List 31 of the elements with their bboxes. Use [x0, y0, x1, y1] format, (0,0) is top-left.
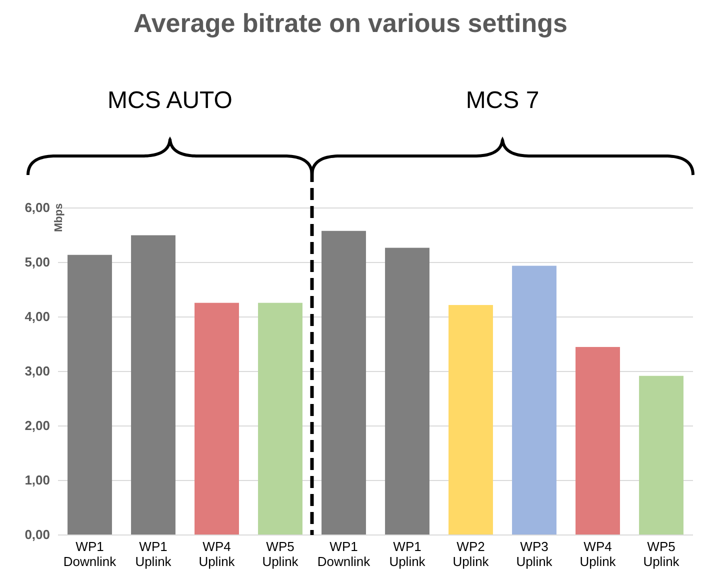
y-tick-label: 1,00 — [24, 472, 50, 488]
bar — [258, 302, 302, 535]
x-tick-label: WP4 Uplink — [580, 539, 616, 569]
bar — [322, 230, 366, 535]
y-tick-label: 3,00 — [24, 364, 50, 379]
bar — [68, 254, 112, 535]
x-tick-label: WP1 Downlink — [317, 539, 371, 569]
text: MCS 7 — [466, 87, 540, 114]
bar — [639, 376, 684, 535]
bar — [576, 346, 620, 535]
bar — [385, 248, 430, 535]
chart-title: Average bitrate on various settings — [134, 8, 568, 38]
bar — [131, 235, 176, 535]
bar — [512, 266, 556, 535]
y-tick-label: 2,00 — [24, 418, 50, 434]
x-tick-label: WP2 Uplink — [452, 539, 490, 569]
y-axis-title: Mbps — [53, 203, 65, 232]
x-tick-label: WP1 Downlink — [63, 539, 117, 569]
x-tick-label: WP5 Uplink — [262, 539, 299, 569]
text: MCS AUTO — [108, 87, 232, 114]
bar — [448, 305, 493, 535]
bar — [194, 302, 239, 535]
x-tick-label: WP4 Uplink — [198, 539, 236, 569]
y-tick-label: 6,00 — [24, 200, 50, 216]
x-tick-label: WP3 Uplink — [516, 539, 553, 569]
x-tick-label: WP1 Uplink — [389, 539, 426, 569]
y-tick-label: 4,00 — [24, 309, 50, 324]
y-tick-label: 5,00 — [24, 254, 50, 270]
y-tick-label: 0,00 — [24, 527, 50, 542]
x-tick-label: WP5 Uplink — [643, 539, 680, 569]
x-tick-label: WP1 Uplink — [135, 539, 172, 569]
